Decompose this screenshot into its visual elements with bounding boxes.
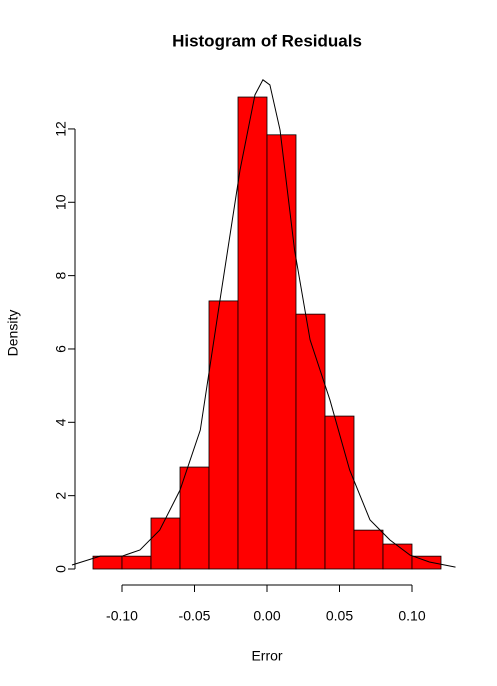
bar — [266, 134, 297, 570]
bar — [353, 529, 384, 570]
y-tick-label: 12 — [53, 121, 69, 137]
chart-title: Histogram of Residuals — [172, 31, 362, 50]
bar — [295, 313, 326, 570]
bar — [179, 466, 210, 570]
y-tick-label: 10 — [53, 194, 69, 210]
bar — [92, 555, 123, 570]
bar — [150, 517, 181, 570]
x-tick-label: 0.10 — [398, 608, 425, 624]
bar — [208, 300, 239, 570]
x-tick-label: 0.05 — [326, 608, 353, 624]
y-axis-label: Density — [5, 310, 21, 357]
x-axis-label: Error — [251, 648, 282, 664]
y-tick-label: 8 — [53, 272, 69, 280]
y-tick-label: 0 — [53, 565, 69, 573]
bar — [382, 543, 413, 570]
bar — [411, 555, 442, 570]
y-tick-label: 4 — [53, 418, 69, 426]
y-tick-label: 2 — [53, 492, 69, 500]
y-tick-label: 6 — [53, 345, 69, 353]
density-line — [71, 79, 456, 568]
x-tick-label: -0.10 — [106, 608, 138, 624]
bar — [237, 96, 268, 570]
bar — [324, 415, 355, 570]
x-tick-label: -0.05 — [179, 608, 211, 624]
x-tick-label: 0.00 — [253, 608, 280, 624]
bar — [121, 555, 152, 570]
